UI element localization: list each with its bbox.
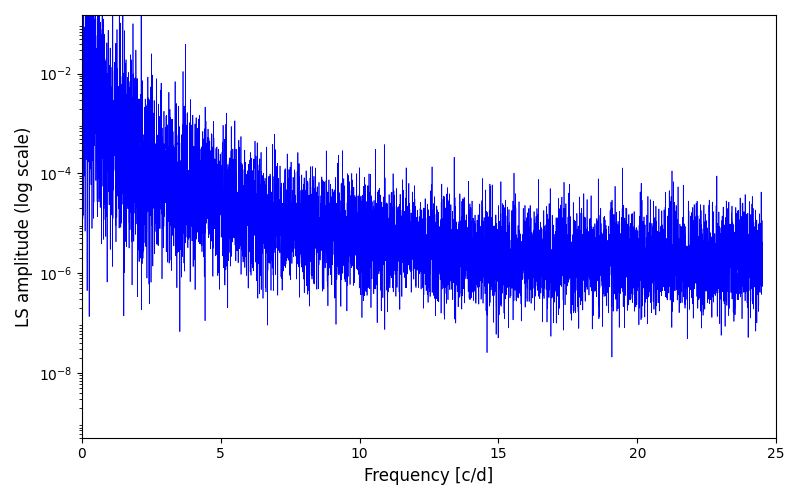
Y-axis label: LS amplitude (log scale): LS amplitude (log scale): [15, 126, 33, 326]
X-axis label: Frequency [c/d]: Frequency [c/d]: [364, 467, 494, 485]
